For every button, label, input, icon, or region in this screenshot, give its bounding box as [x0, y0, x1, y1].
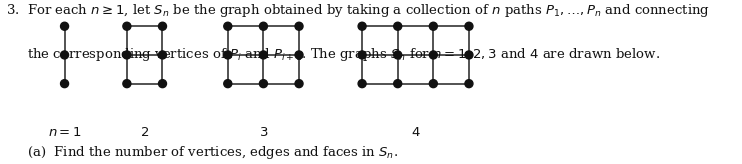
- Ellipse shape: [61, 80, 68, 88]
- Text: $n = 1$: $n = 1$: [47, 125, 82, 139]
- Ellipse shape: [465, 51, 473, 59]
- Ellipse shape: [260, 22, 267, 30]
- Ellipse shape: [123, 80, 131, 88]
- Text: $2$: $2$: [140, 125, 149, 139]
- Ellipse shape: [123, 51, 131, 59]
- Ellipse shape: [224, 51, 232, 59]
- Text: $4$: $4$: [411, 125, 420, 139]
- Text: $3$: $3$: [259, 125, 268, 139]
- Text: (a)  Find the number of vertices, edges and faces in $S_n$.: (a) Find the number of vertices, edges a…: [6, 144, 398, 161]
- Text: the corresponding vertices of $P_i$ and $P_{i+1}$. The graphs $S_n$ for $n = 1, : the corresponding vertices of $P_i$ and …: [6, 46, 660, 63]
- Ellipse shape: [295, 51, 303, 59]
- Ellipse shape: [260, 80, 267, 88]
- Ellipse shape: [394, 22, 401, 30]
- Ellipse shape: [123, 22, 131, 30]
- Ellipse shape: [394, 51, 401, 59]
- Ellipse shape: [358, 51, 366, 59]
- Ellipse shape: [295, 22, 303, 30]
- Ellipse shape: [224, 80, 232, 88]
- Ellipse shape: [430, 51, 437, 59]
- Ellipse shape: [358, 22, 366, 30]
- Ellipse shape: [61, 22, 68, 30]
- Ellipse shape: [159, 51, 166, 59]
- Ellipse shape: [465, 80, 473, 88]
- Ellipse shape: [358, 80, 366, 88]
- Ellipse shape: [465, 22, 473, 30]
- Ellipse shape: [224, 22, 232, 30]
- Ellipse shape: [159, 80, 166, 88]
- Ellipse shape: [295, 80, 303, 88]
- Ellipse shape: [61, 51, 68, 59]
- Ellipse shape: [430, 80, 437, 88]
- Ellipse shape: [430, 22, 437, 30]
- Ellipse shape: [159, 22, 166, 30]
- Ellipse shape: [260, 51, 267, 59]
- Text: 3.  For each $n \geq 1$, let $S_n$ be the graph obtained by taking a collection : 3. For each $n \geq 1$, let $S_n$ be the…: [6, 2, 710, 20]
- Ellipse shape: [394, 80, 401, 88]
